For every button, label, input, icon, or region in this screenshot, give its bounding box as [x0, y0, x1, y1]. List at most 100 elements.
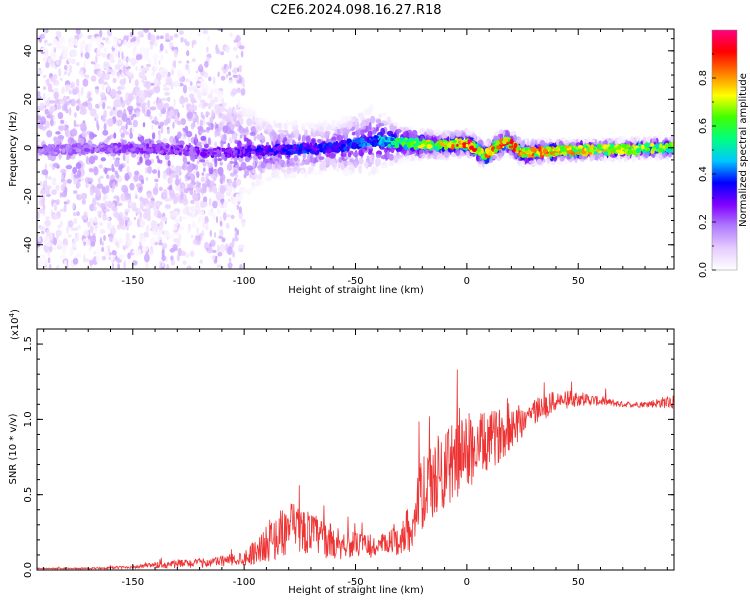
spectrogram-cell [161, 254, 166, 262]
spectrogram-cell [48, 100, 56, 104]
spectrogram-cell [48, 232, 54, 241]
spectrogram-cell [178, 60, 182, 64]
spectrogram-cell [220, 51, 225, 56]
spectrogram-cell [219, 97, 223, 103]
spectrogram-cell [215, 191, 222, 198]
spectrogram-cell [207, 162, 214, 169]
spectrogram-cell [235, 55, 239, 59]
spectrogram-cell [502, 129, 506, 136]
spectrogram-cell [76, 181, 81, 188]
spectrogram-cell [186, 161, 191, 165]
spectrogram-cell [189, 81, 193, 86]
spectrogram-cell [205, 111, 211, 117]
spectrogram-cell [225, 222, 230, 229]
spectrogram-cell [222, 102, 227, 107]
spectrogram-cell [70, 154, 76, 160]
spectrogram-cell [96, 246, 99, 252]
spectrogram-cell [394, 128, 402, 134]
spectrogram-cell [107, 69, 114, 73]
spectrogram-cell [161, 260, 165, 268]
spectrogram-cell [286, 151, 291, 156]
spectrogram-cell [217, 158, 223, 162]
spectrogram-cell [73, 227, 79, 232]
spectrogram-cell [128, 109, 133, 116]
spectrogram-cell [301, 160, 305, 166]
spectrogram-cell [63, 103, 68, 111]
spectrogram-cell [164, 91, 171, 96]
spectrogram-cell [286, 144, 291, 147]
x-tick-label: 0 [464, 276, 470, 287]
spectrogram-cell [106, 84, 110, 93]
spectrogram-cell [272, 143, 275, 147]
spectrogram-cell [186, 108, 190, 112]
spectrogram-cell [233, 67, 238, 75]
spectrogram-cell [135, 110, 140, 117]
spectrogram-cell [174, 218, 181, 223]
spectrogram-cell [200, 135, 207, 141]
spectrogram-cell [246, 147, 252, 152]
spectrogram-cell [138, 248, 142, 257]
spectrogram-cell [147, 165, 152, 174]
spectrogram-cell [86, 239, 91, 246]
spectrogram-cell [89, 39, 93, 49]
spectrogram-cell [244, 137, 249, 142]
spectrogram-cell [39, 149, 44, 153]
spectrogram-cell [282, 130, 289, 134]
spectrogram-cell [433, 150, 438, 160]
spectrogram-cell [140, 65, 144, 69]
spectrogram-cell [303, 142, 307, 148]
spectrogram-cell [61, 86, 65, 95]
spectrogram-cell [217, 251, 223, 257]
spectrogram-cell [138, 71, 145, 79]
spectrogram-cell [115, 47, 118, 57]
spectrogram-cell [111, 206, 118, 212]
spectrogram-cell [101, 84, 104, 91]
spectrogram-cell [225, 214, 231, 218]
spectrogram-cell [228, 257, 232, 263]
spectrogram-cell [38, 237, 41, 242]
spectrogram-cell [184, 188, 189, 194]
spectrogram-cell [81, 199, 87, 205]
spectrogram-cell [409, 126, 414, 131]
spectrogram-cell [132, 250, 139, 254]
spectrogram-cell [209, 229, 212, 237]
spectrogram-cell [192, 239, 198, 245]
spectrogram-cell [146, 109, 151, 118]
spectrogram-cell [217, 71, 220, 78]
spectrogram-cell [196, 141, 202, 146]
spectrogram-cell [147, 58, 152, 65]
spectrogram-cell [268, 133, 272, 137]
spectrogram-cell [180, 118, 186, 126]
spectrogram-cell [314, 131, 320, 137]
spectrogram-cell [56, 264, 60, 269]
spectrogram-cell [158, 186, 163, 192]
spectrogram-cell [223, 201, 228, 209]
spectrogram-cell [153, 210, 159, 217]
spectrogram-cell [37, 257, 40, 266]
spectrogram-cell [152, 53, 159, 60]
spectrogram-cell [288, 134, 291, 138]
spectrogram-cell [103, 188, 107, 195]
spectrogram-cell [158, 60, 161, 65]
spectrogram-cell [282, 148, 288, 152]
spectrogram-cell [232, 114, 237, 122]
spectrogram-cell [668, 151, 672, 158]
spectrogram-cell [88, 247, 92, 252]
spectrogram-cell [229, 32, 233, 38]
spectrogram-cell [208, 105, 212, 110]
spectrogram-cell [211, 254, 216, 261]
spectrogram-cell [39, 225, 46, 231]
spectrogram-cell [626, 144, 629, 150]
spectrogram-cell [388, 143, 391, 146]
spectrogram-cell [120, 85, 126, 91]
spectrogram-cell [497, 152, 503, 158]
spectrogram-cell [631, 137, 635, 143]
spectrogram-cell [510, 138, 514, 145]
spectrogram-cell [207, 35, 210, 42]
spectrogram-cell [291, 141, 297, 145]
spectrogram-cell [187, 176, 191, 180]
spectrogram-cell [173, 98, 176, 107]
spectrogram-cell [380, 112, 387, 116]
spectrogram-cell [285, 132, 290, 137]
spectrogram-cell [59, 208, 66, 213]
